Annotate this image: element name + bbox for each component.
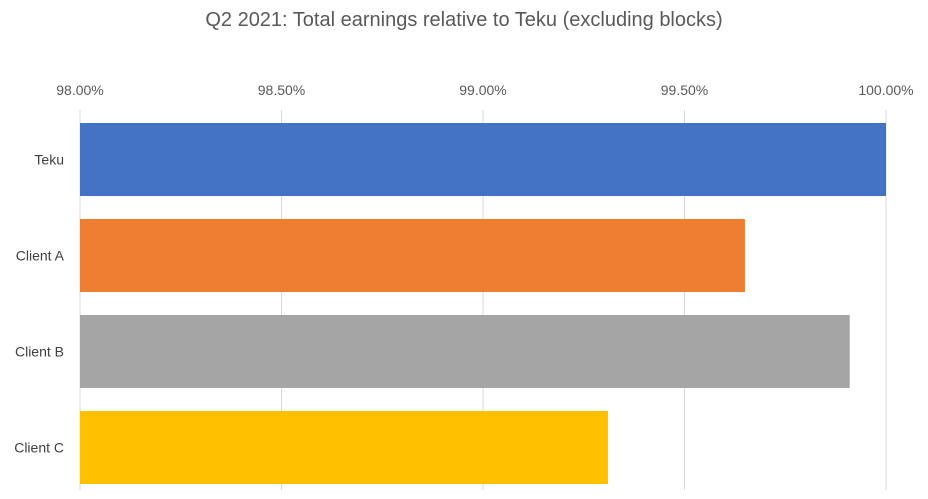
x-tick-label: 99.50% [661,82,708,98]
chart-title: Q2 2021: Total earnings relative to Teku… [205,9,723,31]
category-label: Client C [14,440,64,456]
bar-teku [80,123,886,196]
category-label: Client B [15,344,64,360]
bar-client-a [80,219,745,292]
category-label: Teku [34,152,64,168]
x-tick-label: 100.00% [858,82,913,98]
category-label: Client A [16,248,65,264]
x-tick-label: 98.00% [56,82,103,98]
bar-client-c [80,411,608,484]
x-tick-label: 98.50% [258,82,305,98]
bar-client-b [80,315,850,388]
x-tick-label: 99.00% [459,82,506,98]
